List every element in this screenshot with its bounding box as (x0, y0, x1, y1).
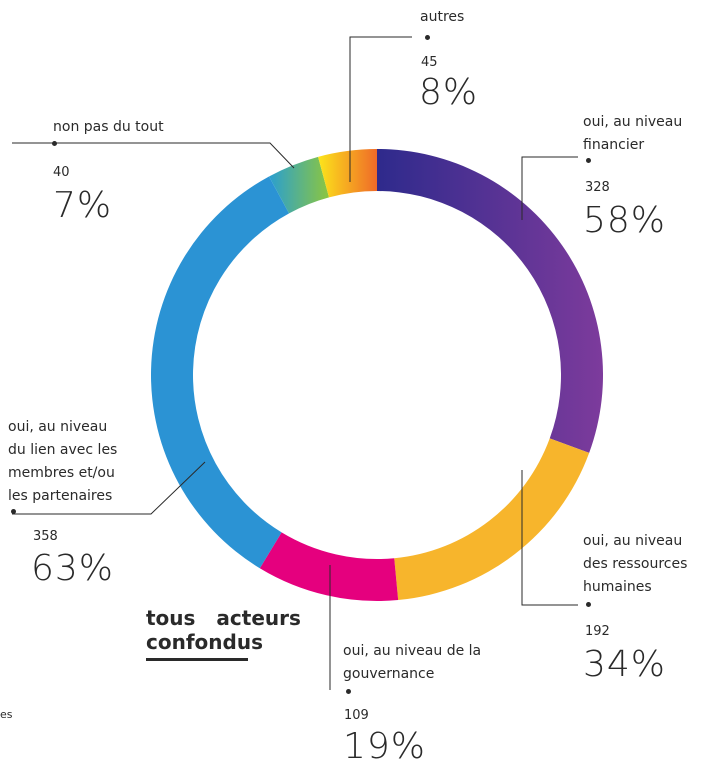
label-financier-line2: financier (583, 134, 682, 157)
count-non: 40 (53, 165, 70, 180)
donut-segment-ressources-humaines (394, 438, 589, 600)
title-underline (146, 658, 248, 661)
label-lien-line3: membres et/ou (8, 462, 117, 485)
label-dot-lien (11, 509, 16, 514)
count-rh: 192 (585, 624, 610, 639)
count-gouvernance: 109 (344, 708, 369, 723)
label-autres: autres (420, 6, 464, 29)
label-dot-financier (586, 158, 591, 163)
label-gouvernance: oui, au niveau de la gouvernance (343, 640, 481, 686)
label-rh-line3: humaines (583, 576, 687, 599)
percent-financier: 58% (583, 200, 666, 241)
chart-title-line1: tous acteurs (146, 606, 301, 630)
label-financier-line1: oui, au niveau (583, 111, 682, 134)
chart-title-line2: confondus (146, 630, 301, 654)
label-rh-line1: oui, au niveau (583, 530, 687, 553)
label-lien-membres: oui, au niveau du lien avec les membres … (8, 416, 117, 508)
label-financier: oui, au niveau financier (583, 111, 682, 157)
percent-rh: 34% (583, 644, 666, 685)
label-dot-gouvernance (346, 689, 351, 694)
percent-gouvernance: 19% (343, 726, 426, 767)
label-ressources-humaines: oui, au niveau des ressources humaines (583, 530, 687, 599)
donut-segment-gouvernance (260, 532, 398, 601)
percent-autres: 8% (419, 72, 478, 113)
label-dot-rh (586, 602, 591, 607)
side-text-fragment: es (0, 708, 13, 721)
percent-non: 7% (53, 185, 112, 226)
chart-title: tous acteurs confondus (146, 606, 301, 654)
label-gouvernance-line1: oui, au niveau de la (343, 640, 481, 663)
label-non-pas-du-tout: non pas du tout (53, 116, 164, 139)
label-gouvernance-line2: gouvernance (343, 663, 481, 686)
count-lien: 358 (33, 529, 58, 544)
label-lien-line1: oui, au niveau (8, 416, 117, 439)
count-financier: 328 (585, 180, 610, 195)
donut-segment-lien-membres (151, 176, 289, 568)
label-rh-line2: des ressources (583, 553, 687, 576)
label-dot-autres (425, 35, 430, 40)
count-autres: 45 (421, 55, 438, 70)
percent-lien: 63% (31, 548, 114, 589)
label-dot-non (52, 141, 57, 146)
label-lien-line4: les partenaires (8, 485, 117, 508)
label-lien-line2: du lien avec les (8, 439, 117, 462)
donut-segment-financier (377, 149, 603, 453)
